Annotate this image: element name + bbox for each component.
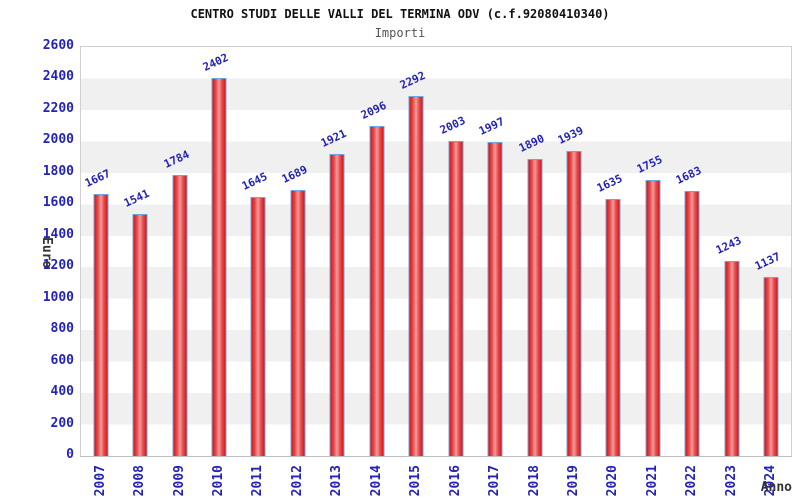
bars-row: 1667 2007 1541 2008 1784 2009 2402 2010 1645 2011… (81, 47, 791, 497)
x-tick-label: 2011 (250, 465, 266, 497)
bar-value-label: 2096 (358, 99, 389, 123)
bar-value-label: 1667 (82, 166, 113, 190)
bar-slot: 1645 2011 (239, 47, 278, 496)
bar-slot: 1635 2020 (594, 47, 633, 497)
chart-subtitle: Importi (374, 26, 426, 40)
bar-slot: 2402 2010 (199, 47, 238, 496)
bar-value-label: 1683 (674, 164, 704, 188)
y-tick-label: 2400 (42, 69, 74, 85)
y-tick-label: 2200 (42, 100, 74, 116)
chart-title: CENTRO STUDI DELLE VALLI DEL TERMINA ODV… (190, 7, 610, 21)
bar-value-label: 1755 (634, 152, 665, 176)
bar-value-label: 1137 (753, 250, 783, 274)
bar (369, 126, 385, 456)
x-tick-label: 2023 (723, 465, 739, 497)
bar-slot: 1890 2018 (515, 47, 554, 497)
plot-area: 1667 2007 1541 2008 1784 2009 2402 2010 1645 2011… (80, 46, 792, 497)
bar-slot: 2096 2014 (357, 47, 396, 496)
bar-value-label: 2292 (398, 68, 428, 92)
bar (290, 190, 306, 456)
x-tick-label: 2019 (565, 465, 581, 497)
x-tick-label: 2013 (329, 465, 345, 497)
bar-slot: 1541 2008 (120, 47, 159, 497)
y-tick-label: 600 (50, 352, 74, 368)
bar (329, 153, 345, 456)
bar (93, 193, 109, 456)
x-tick-label: 2016 (447, 465, 463, 497)
x-tick-label: 2014 (368, 465, 384, 497)
bar-value-label: 1645 (240, 170, 270, 194)
bar (605, 198, 621, 456)
bar (448, 140, 464, 456)
y-tick-label: 2600 (42, 38, 74, 53)
y-tick-label: 0 (66, 447, 74, 462)
x-tick-label: 2008 (132, 465, 148, 497)
x-tick-label: 2009 (171, 465, 187, 497)
bar (763, 277, 779, 456)
x-tick-label: 2021 (644, 465, 660, 497)
bar-slot: 1784 2009 (160, 47, 199, 496)
x-tick-label: 2015 (408, 465, 424, 497)
y-tick-label: 1400 (42, 226, 74, 242)
bar-slot: 2292 2015 (397, 47, 436, 496)
bar-slot: 1921 2013 (318, 47, 357, 497)
y-tick-label: 1000 (42, 289, 74, 305)
bar-slot: 2003 2016 (436, 47, 475, 496)
x-axis-title: Anno (760, 480, 792, 495)
bar-slot: 1667 2007 (81, 47, 120, 497)
bar-value-label: 1784 (161, 148, 192, 172)
y-tick-label: 1600 (42, 195, 74, 211)
x-tick-label: 2017 (487, 465, 503, 497)
bar-value-label: 1689 (279, 163, 310, 187)
x-tick-label: 2020 (605, 465, 621, 497)
bar-slot: 1137 2024 (751, 47, 790, 496)
bar (566, 151, 582, 456)
bar-value-label: 1890 (516, 131, 546, 155)
bar (211, 78, 227, 456)
bar (724, 260, 740, 456)
y-tick-label: 2000 (42, 132, 74, 148)
y-tick-label: 1800 (42, 163, 74, 179)
bar (408, 95, 424, 456)
bar-value-label: 1541 (122, 186, 152, 210)
bar-slot: 1689 2012 (278, 47, 317, 496)
bar-value-label: 1997 (477, 114, 507, 138)
bar-slot: 1939 2019 (554, 47, 593, 496)
bar (132, 213, 148, 456)
y-tick-label: 400 (50, 384, 74, 400)
bar-slot: 1755 2021 (633, 47, 672, 496)
bar-value-label: 1939 (555, 123, 586, 147)
bar-value-label: 2003 (437, 113, 468, 137)
x-tick-label: 2010 (211, 465, 227, 497)
bar-value-label: 1635 (595, 171, 625, 195)
bar (172, 175, 188, 456)
bar-value-label: 1243 (713, 233, 744, 257)
y-tick-label: 1200 (42, 258, 74, 274)
bar (487, 141, 503, 456)
x-tick-label: 2012 (289, 465, 305, 497)
bar (684, 191, 700, 456)
bar-slot: 1997 2017 (475, 47, 514, 496)
bar (645, 179, 661, 456)
bar (527, 158, 543, 456)
bar-value-label: 1921 (319, 126, 349, 150)
y-tick-label: 800 (50, 321, 74, 337)
x-tick-label: 2018 (526, 465, 542, 497)
bar-value-label: 2402 (200, 51, 231, 75)
bar-slot: 1683 2022 (673, 47, 712, 496)
y-axis-title: Euro (39, 237, 54, 269)
x-tick-label: 2022 (684, 465, 700, 497)
bar (250, 197, 266, 456)
y-tick-label: 200 (50, 415, 74, 431)
bar-slot: 1243 2023 (712, 47, 751, 496)
x-tick-label: 2007 (92, 465, 108, 497)
